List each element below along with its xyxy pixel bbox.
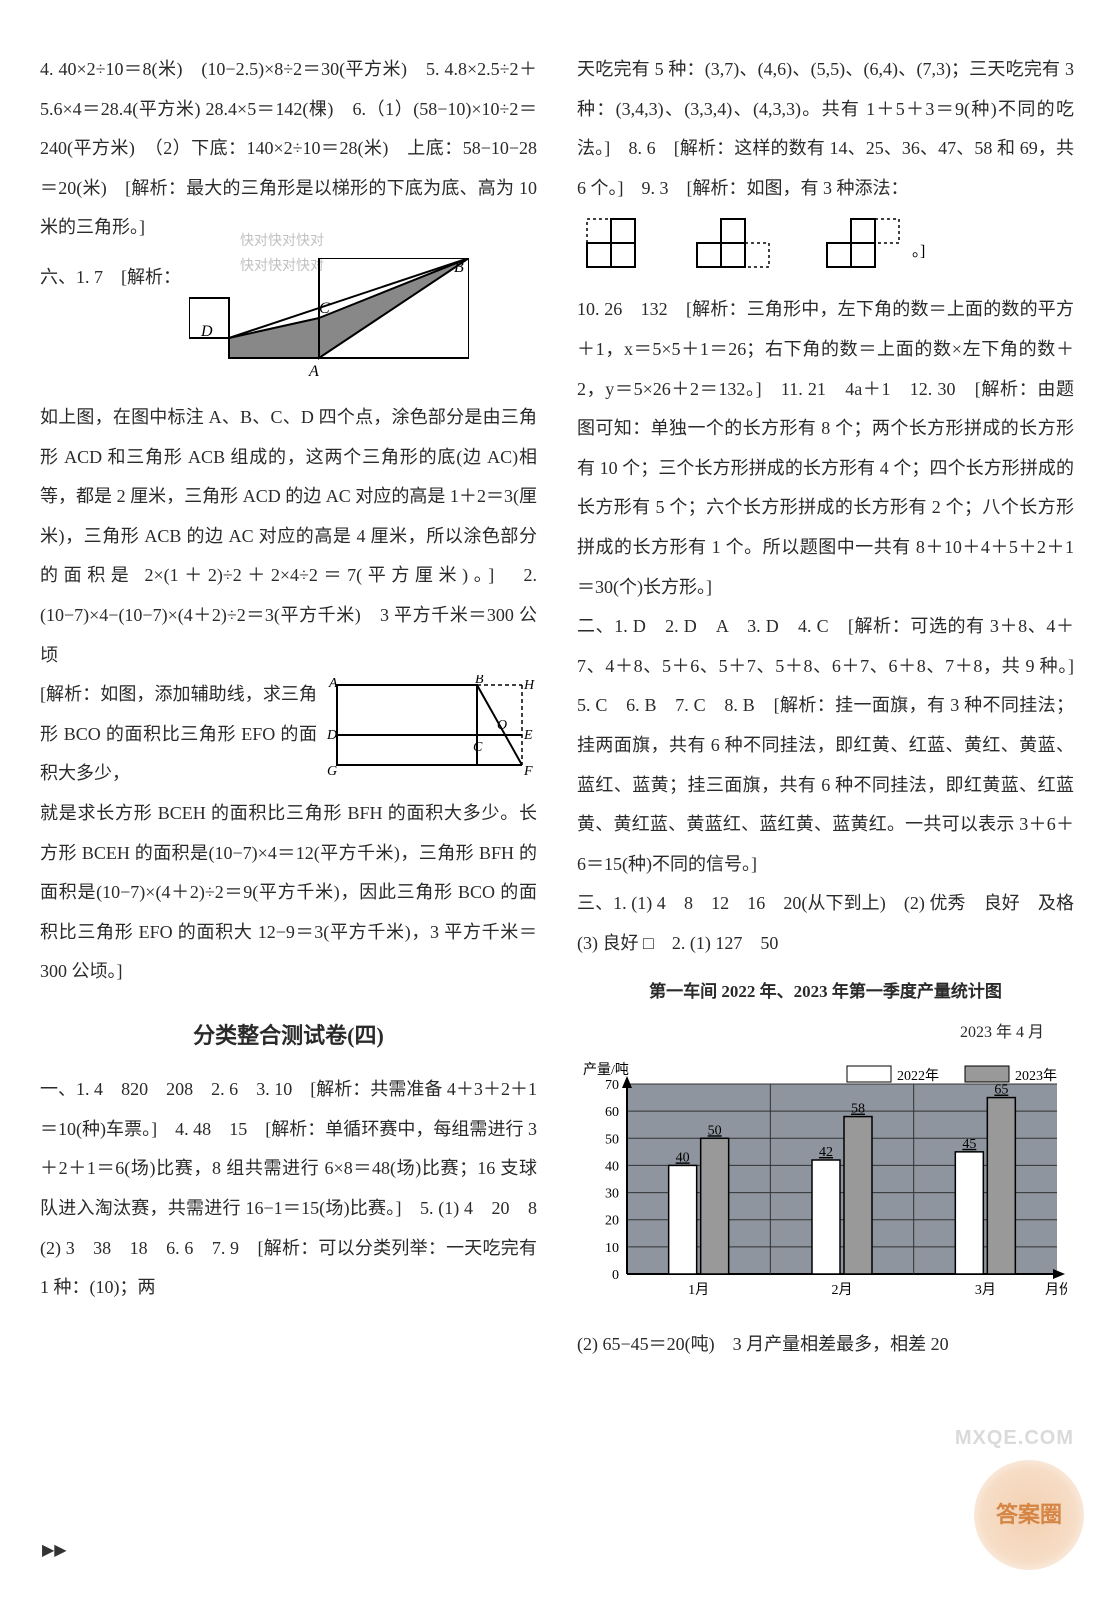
right-p1: 天吃完有 5 种：(3,7)、(4,6)、(5,5)、(6,4)、(7,3)；三… — [577, 50, 1074, 208]
svg-text:F: F — [523, 764, 533, 779]
svg-text:30: 30 — [605, 1187, 619, 1202]
svg-text:A: A — [308, 363, 319, 380]
left-p3a: [解析：如图，添加辅助线，求三角形 BCO 的面积比三角形 EFO 的面积大多少… — [40, 675, 317, 794]
answer-stamp: 答案圈 — [974, 1460, 1084, 1570]
left-p3b: 就是求长方形 BCEH 的面积比三角形 BFH 的面积大多少。长方形 BCEH … — [40, 794, 537, 992]
svg-text:A: A — [328, 676, 338, 691]
svg-text:。]: 。] — [912, 243, 925, 260]
footer-arrow: ▶▶ — [42, 1540, 67, 1560]
figure-3: 。] — [577, 214, 937, 284]
left-p2: 如上图，在图中标注 A、B、C、D 四个点，涂色部分是由三角形 ACD 和三角形… — [40, 398, 537, 675]
svg-text:65: 65 — [994, 1083, 1008, 1098]
right-p2: 10. 26 132 [解析：三角形中，左下角的数＝上面的数的平方＋1，x＝5×… — [577, 290, 1074, 607]
svg-text:10: 10 — [605, 1241, 619, 1256]
chart-date: 2023 年 4 月 — [577, 1015, 1044, 1050]
right-p4: 三、1. (1) 4 8 12 16 20(从下到上) (2) 优秀 良好 及格… — [577, 884, 1074, 963]
svg-text:50: 50 — [708, 1123, 722, 1138]
svg-text:42: 42 — [819, 1145, 833, 1160]
figure-2: A B H D C E G F O — [327, 675, 537, 785]
right-p3: 二、1. D 2. D A 3. D 4. C [解析：可选的有 3＋8、4＋7… — [577, 607, 1074, 884]
svg-text:60: 60 — [605, 1105, 619, 1120]
bar-chart: 0 10 20 30 40 50 60 70产量/吨 2022年 2023年 40 50 1月 42 58 2… — [577, 1054, 1067, 1304]
svg-text:B: B — [454, 259, 464, 276]
svg-text:G: G — [327, 764, 337, 779]
svg-text:D: D — [327, 728, 337, 743]
svg-text:D: D — [200, 323, 213, 340]
left-column: 4. 40×2÷10＝8(米) (10−2.5)×8÷2＝30(平方米) 5. … — [40, 50, 537, 1580]
svg-text:C: C — [473, 740, 483, 755]
svg-text:B: B — [475, 675, 484, 687]
right-column: 天吃完有 5 种：(3,7)、(4,6)、(5,5)、(6,4)、(7,3)；三… — [577, 50, 1074, 1580]
svg-text:0: 0 — [612, 1268, 619, 1283]
svg-text:2月: 2月 — [832, 1282, 853, 1298]
page-content: 4. 40×2÷10＝8(米) (10−2.5)×8÷2＝30(平方米) 5. … — [0, 0, 1114, 1600]
svg-text:O: O — [497, 718, 507, 733]
svg-text:1月: 1月 — [688, 1282, 709, 1298]
figure-1: D C A B — [189, 258, 469, 398]
test-title-4: 分类整合测试卷(四) — [40, 1012, 537, 1060]
left-p1: 4. 40×2÷10＝8(米) (10−2.5)×8÷2＝30(平方米) 5. … — [40, 50, 537, 248]
svg-text:70: 70 — [605, 1078, 619, 1093]
bar-chart-section: 第一车间 2022 年、2023 年第一季度产量统计图 2023 年 4 月 0… — [577, 973, 1074, 1318]
svg-text:E: E — [523, 728, 533, 743]
left-p4: 一、1. 4 820 208 2. 6 3. 10 [解析：共需准备 4＋3＋2… — [40, 1070, 537, 1308]
svg-text:58: 58 — [851, 1102, 865, 1117]
svg-text:2023年: 2023年 — [1015, 1068, 1057, 1084]
right-p5: (2) 65−45＝20(吨) 3 月产量相差最多，相差 20 — [577, 1325, 1074, 1365]
chart-title: 第一车间 2022 年、2023 年第一季度产量统计图 — [577, 973, 1074, 1010]
svg-text:月份: 月份 — [1045, 1282, 1067, 1298]
svg-text:C: C — [319, 300, 330, 317]
svg-text:40: 40 — [676, 1150, 690, 1165]
svg-text:50: 50 — [605, 1132, 619, 1147]
svg-text:产量/吨: 产量/吨 — [583, 1062, 629, 1078]
svg-text:45: 45 — [962, 1137, 976, 1152]
mxqe-watermark: MXQE.COM — [955, 1427, 1074, 1450]
svg-text:H: H — [523, 678, 535, 693]
svg-text:2022年: 2022年 — [897, 1068, 939, 1084]
sec6-label: 六、1. 7 [解析： — [40, 258, 181, 298]
svg-text:3月: 3月 — [975, 1282, 996, 1298]
svg-text:20: 20 — [605, 1214, 619, 1229]
svg-text:40: 40 — [605, 1159, 619, 1174]
